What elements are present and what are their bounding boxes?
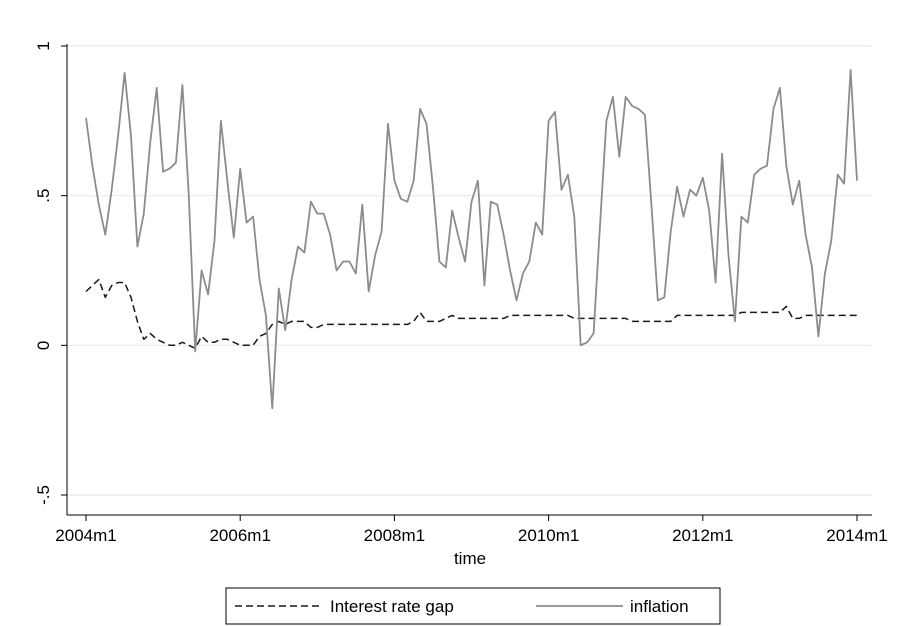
x-tick-label: 2012m1 [672,526,733,545]
legend-box [225,587,721,625]
inflation-line [85,69,858,410]
interest-rate-gap-line [85,278,857,350]
x-axis-title: time [454,549,486,568]
x-tick-label: 2006m1 [209,526,270,545]
y-tick-label: 1 [34,41,53,50]
legend-label-inflation: inflation [630,597,689,616]
x-tick-label: 2010m1 [518,526,579,545]
y-tick-label: 0 [34,341,53,350]
y-tick-label: .5 [34,189,53,203]
y-tick-label: -.5 [34,485,53,505]
gridlines [67,45,872,496]
legend-label-interest-rate-gap: Interest rate gap [330,597,454,616]
series-layer [85,69,858,410]
axes: -.5 0 .5 1 2004m1 2006m1 2008m1 2010m1 2012m1 201… [34,41,888,545]
x-tick-label: 2014m1 [826,526,887,545]
x-tick-label: 2008m1 [364,526,425,545]
legend: Interest rate gap inflation [225,587,721,625]
x-tick-label: 2004m1 [55,526,116,545]
